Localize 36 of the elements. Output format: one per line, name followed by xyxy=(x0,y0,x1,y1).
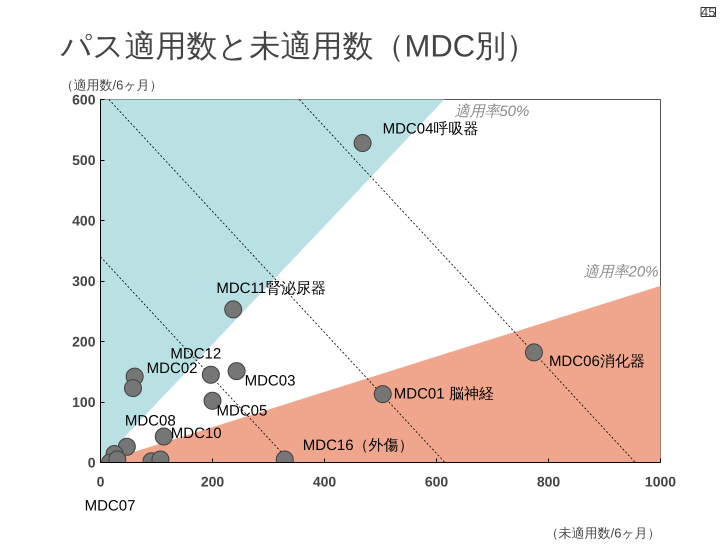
annotation: MDC05 xyxy=(216,402,268,420)
annotation: MDC12 xyxy=(170,345,222,362)
y-tick-label: 200 xyxy=(72,334,96,350)
y-tick-label: 600 xyxy=(72,92,96,108)
x-axis-title: （未適用数/6ヶ月） xyxy=(546,526,660,540)
point xyxy=(154,428,173,446)
annotation: MDC02 xyxy=(146,360,198,378)
annotation: MDC03 xyxy=(244,372,296,390)
y-axis-title: （適用数/6ヶ月） xyxy=(60,78,162,92)
y-tick-label: 0 xyxy=(88,454,96,470)
point xyxy=(228,362,246,380)
x-tick-label: 600 xyxy=(424,474,448,490)
y-tick-label: 400 xyxy=(72,212,96,228)
y-tick-label: 300 xyxy=(72,273,96,289)
y-tick-label: 500 xyxy=(72,152,96,168)
y-tick-label: 100 xyxy=(72,394,96,410)
annotation: MDC01 脳神経 xyxy=(394,386,494,403)
point xyxy=(202,366,220,384)
annotation: MDC11腎泌尿器 xyxy=(216,280,326,297)
x-tick-label: 1000 xyxy=(644,474,676,490)
annotation: MDC10 xyxy=(170,424,222,442)
annotation: MDC16（外傷） xyxy=(302,436,414,454)
annotation: MDC07 xyxy=(84,498,136,514)
annotation: MDC06消化器 xyxy=(548,352,645,370)
x-tick-label: 200 xyxy=(200,474,224,490)
point xyxy=(374,385,392,404)
x-tick-label: 400 xyxy=(312,474,336,490)
annotation: MDC04呼吸器 xyxy=(382,120,478,138)
point xyxy=(224,300,242,318)
point xyxy=(124,379,142,398)
series-label: 適用率20% xyxy=(583,263,659,280)
chart-title: パス適用数と未適用数（MDC別） xyxy=(60,28,538,64)
x-tick-label: 800 xyxy=(536,474,560,490)
series-label: 適用率50% xyxy=(454,103,530,120)
point xyxy=(524,343,543,362)
point xyxy=(354,134,372,152)
